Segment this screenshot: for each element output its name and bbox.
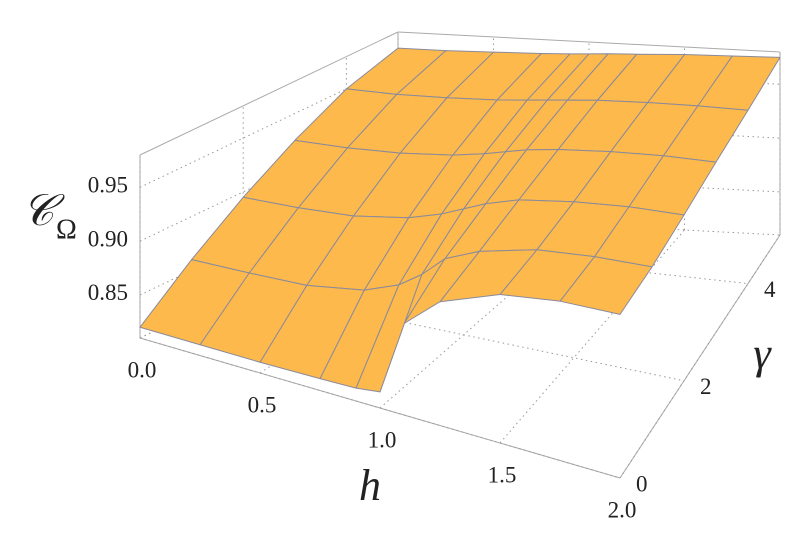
- y-tick-label: 4: [764, 277, 776, 302]
- grid-line: [139, 337, 621, 479]
- z-axis-label-subscript: Ω: [56, 214, 77, 245]
- grid-line: [619, 234, 781, 479]
- y-tick-label: 2: [700, 374, 712, 399]
- x-tick-label: 1.5: [488, 462, 517, 487]
- z-tick-label: 0.85: [88, 280, 128, 305]
- box-edge: [397, 31, 781, 53]
- y-axis-label: γ: [753, 329, 772, 378]
- surface-cell: [139, 259, 250, 346]
- z-tick-label: 0.95: [88, 173, 128, 198]
- y-tick-label: 0: [636, 471, 648, 496]
- x-tick-label: 0.5: [248, 392, 277, 417]
- x-axis-label: h: [359, 461, 381, 510]
- x-tick-label: 0.0: [128, 357, 157, 382]
- box-edge: [139, 31, 399, 156]
- grid-line: [499, 229, 685, 444]
- x-tick-label: 2.0: [608, 497, 637, 522]
- x-tick-label: 1.0: [368, 427, 397, 452]
- z-tick-label: 0.90: [88, 226, 128, 251]
